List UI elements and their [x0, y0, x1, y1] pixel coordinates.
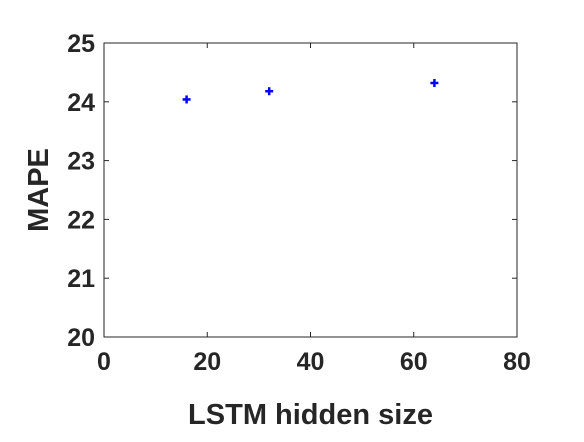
x-axis-ticks: 0 20 40 60 80 [97, 43, 531, 376]
y-axis-label: MAPE [23, 148, 55, 232]
axes-box [103, 42, 518, 338]
x-tick-label: 60 [400, 348, 428, 376]
data-point [265, 87, 274, 96]
data-points [182, 78, 439, 104]
x-axis-label: LSTM hidden size [188, 399, 433, 431]
data-point [430, 78, 439, 87]
x-tick-label: 20 [193, 348, 221, 376]
y-tick-label: 20 [67, 324, 95, 352]
x-tick-label: 80 [503, 348, 531, 376]
x-tick-label: 0 [97, 348, 111, 376]
y-tick-label: 22 [67, 206, 95, 234]
axes-frame [103, 42, 518, 338]
data-point [182, 95, 191, 104]
y-tick-label: 24 [67, 89, 95, 117]
x-tick-label: 40 [297, 348, 325, 376]
y-tick-label: 25 [67, 30, 95, 58]
y-tick-label: 23 [67, 148, 95, 176]
y-axis-ticks: 20 21 22 23 24 25 [67, 30, 517, 352]
y-tick-label: 21 [67, 265, 95, 293]
